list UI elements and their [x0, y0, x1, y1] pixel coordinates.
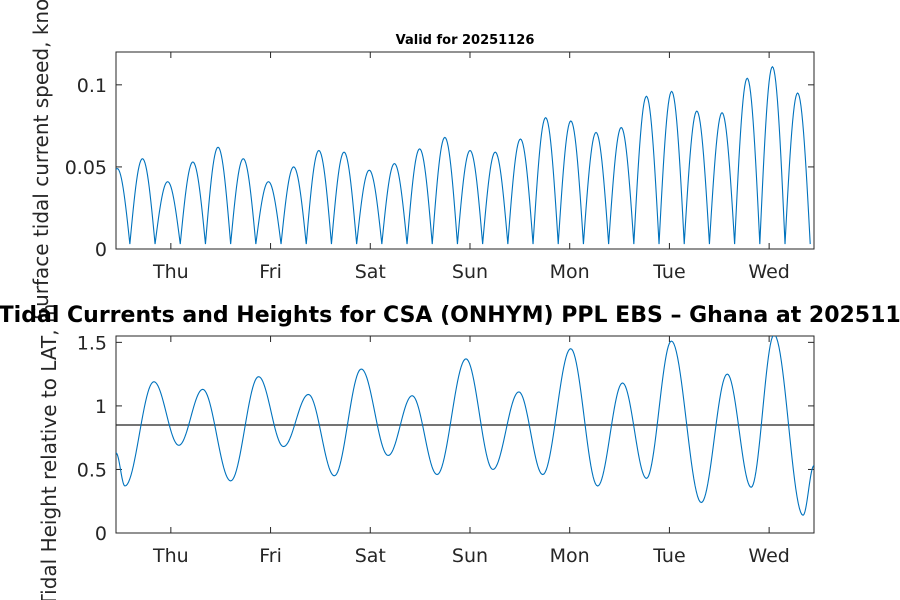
- current-speed-xtick-label: Tue: [652, 261, 685, 283]
- tidal-height-ytick-label: 0: [95, 523, 107, 545]
- current-speed-xtick-label: Fri: [259, 261, 282, 283]
- current-speed-ylabel: Surface tidal current speed, knots: [29, 0, 53, 320]
- current-speed-panel: Thu Fri Sat Sun Mon Tue Wed 0 0.05 0.1 Valid for …: [29, 0, 815, 320]
- current-speed-ticks: Thu Fri Sat Sun Mon Tue Wed 0 0.05 0.1: [65, 52, 814, 283]
- tidal-height-plot: [116, 336, 814, 516]
- current-speed-xtick-label: Sat: [355, 261, 386, 283]
- current-speed-xtick-label: Thu: [152, 261, 189, 283]
- tidal-height-panel: Thu Fri Sat Sun Mon Tue Wed 0 0.5 1 1.5 Tidal Heig…: [0, 303, 900, 600]
- tidal-height-xtick-label: Mon: [550, 545, 590, 567]
- tidal-height-xtick-label: Thu: [152, 545, 189, 567]
- current-speed-series-line: [116, 65, 811, 245]
- tidal-height-ytick-label: 1: [95, 396, 107, 418]
- current-speed-title: Valid for 20251126: [396, 33, 535, 48]
- tidal-height-ytick-label: 0.5: [77, 459, 107, 481]
- tidal-height-series-line: [116, 336, 814, 516]
- current-speed-ytick-label: 0.05: [65, 157, 107, 179]
- tidal-height-ticks: Thu Fri Sat Sun Mon Tue Wed 0 0.5 1 1.5: [77, 332, 814, 567]
- current-speed-plot: [116, 65, 811, 245]
- main-title: Tidal Currents and Heights for CSA (ONHY…: [0, 303, 900, 328]
- tidal-height-xtick-label: Sun: [452, 545, 488, 567]
- tidal-height-ylabel: Tidal Height relative to LAT, m: [37, 304, 61, 600]
- tidal-height-xtick-label: Sat: [355, 545, 386, 567]
- tidal-height-axes-box: [115, 335, 815, 534]
- tidal-height-ytick-label: 1.5: [77, 332, 107, 354]
- current-speed-xtick-label: Mon: [550, 261, 590, 283]
- current-speed-axes-box: [115, 51, 815, 250]
- current-speed-xtick-label: Wed: [748, 261, 789, 283]
- current-speed-xtick-label: Sun: [452, 261, 488, 283]
- tidal-height-xtick-label: Fri: [259, 545, 282, 567]
- current-speed-ytick-label: 0: [95, 239, 107, 261]
- current-speed-ytick-label: 0.1: [77, 75, 107, 97]
- tidal-height-xtick-label: Wed: [748, 545, 789, 567]
- tidal-height-xtick-label: Tue: [652, 545, 685, 567]
